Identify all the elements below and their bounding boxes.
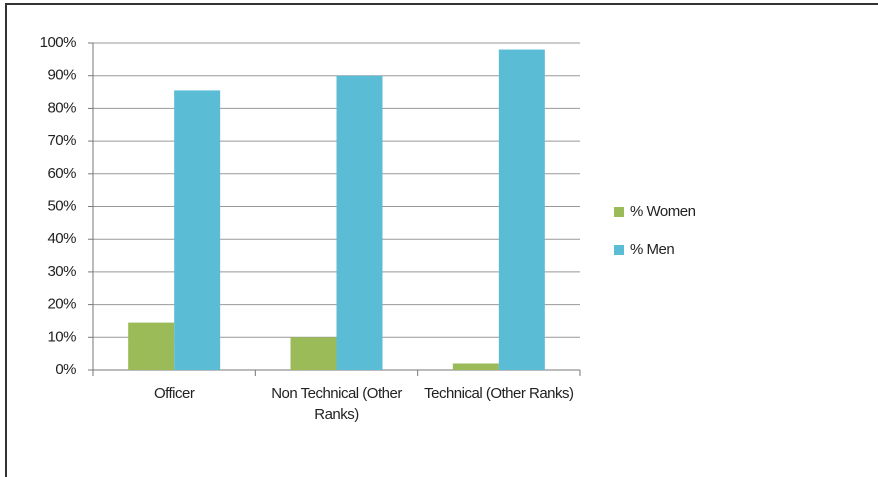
bar bbox=[290, 337, 337, 370]
y-tick-label: 100% bbox=[40, 34, 77, 51]
bar bbox=[174, 90, 221, 370]
legend-swatch bbox=[614, 245, 624, 255]
legend-swatch bbox=[614, 207, 624, 217]
y-tick-label: 10% bbox=[47, 328, 76, 345]
y-tick-label: 20% bbox=[47, 296, 76, 313]
bar bbox=[452, 363, 499, 370]
y-tick-label: 60% bbox=[47, 165, 76, 182]
y-tick-label: 30% bbox=[47, 263, 76, 280]
y-tick-label: 80% bbox=[47, 99, 76, 116]
x-tick-label: Non Technical (Other Ranks) bbox=[271, 385, 402, 423]
bar bbox=[128, 322, 175, 370]
y-tick-label: 40% bbox=[47, 230, 76, 247]
bar bbox=[498, 49, 545, 370]
legend-label: % Men bbox=[630, 241, 674, 258]
y-tick-label: 0% bbox=[55, 361, 76, 378]
bar bbox=[336, 75, 383, 370]
y-tick-label: 90% bbox=[47, 67, 76, 84]
y-tick-label: 50% bbox=[47, 197, 76, 214]
x-tick-label: Technical (Other Ranks) bbox=[424, 385, 574, 402]
y-tick-label: 70% bbox=[47, 132, 76, 149]
legend-label: % Women bbox=[630, 203, 696, 220]
x-tick-label: Officer bbox=[153, 385, 195, 402]
